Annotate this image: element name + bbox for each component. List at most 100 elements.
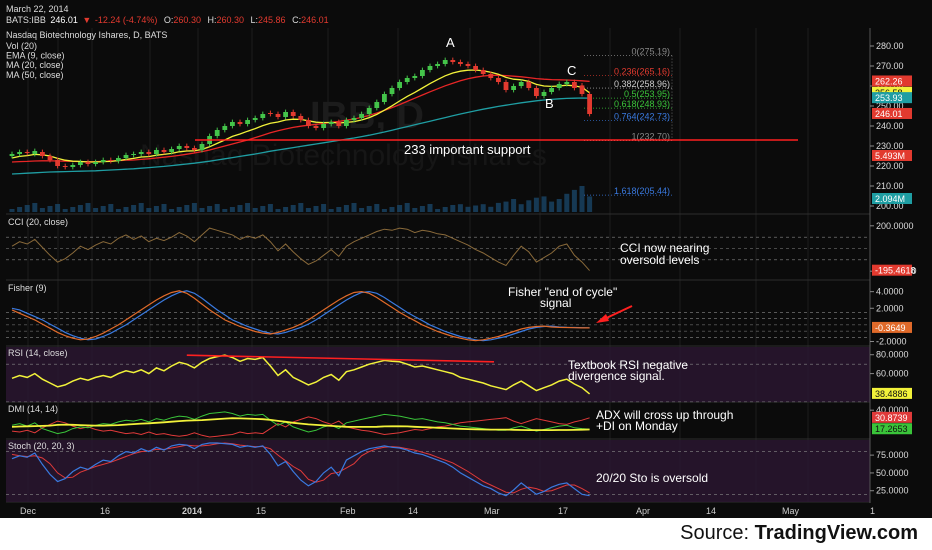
svg-text:BATS:IBB 246.01 ▼: BATS:IBB 246.01 ▼ -12.24 (-4.74%) O:260.…	[6, 15, 329, 25]
volume-bar	[214, 204, 220, 212]
candle-body	[442, 60, 448, 64]
candle-body	[328, 122, 334, 124]
candle-body	[427, 66, 433, 70]
candle-body	[169, 149, 174, 152]
volume-bar	[435, 209, 441, 212]
cci-line	[11, 227, 590, 271]
price-tick-label: 220.00	[876, 161, 904, 171]
volume-bar	[442, 207, 448, 212]
footer	[0, 518, 932, 550]
candle-body	[526, 82, 532, 88]
candle-body	[184, 146, 190, 148]
volume-bar	[138, 203, 144, 212]
dmi-annotation-1: +DI on Monday	[596, 419, 678, 433]
price-tick-label: 210.00	[876, 181, 904, 191]
candle-body	[40, 152, 45, 156]
fisher-trigger-line	[11, 290, 590, 342]
volume-bar	[305, 208, 311, 212]
time-tick-label: Apr	[636, 506, 650, 516]
low-value: 245.86	[258, 15, 286, 25]
candle-body	[176, 146, 182, 149]
pane-title: Stoch (20, 20, 3)	[8, 441, 75, 451]
time-tick-label: 15	[256, 506, 266, 516]
candle-body	[161, 150, 167, 152]
volume-bar	[70, 207, 76, 212]
candle-body	[138, 152, 144, 154]
chart-background	[0, 0, 932, 518]
volume-bar	[549, 201, 555, 212]
volume-bar	[108, 204, 114, 212]
candle-body	[503, 82, 509, 90]
candle-body	[275, 114, 281, 117]
candle-body	[290, 112, 296, 116]
volume-bar	[62, 209, 68, 212]
volume-bar	[495, 202, 501, 212]
price-badge-0-bg	[872, 75, 912, 87]
candle-body	[313, 126, 319, 128]
open-value: 260.30	[173, 15, 201, 25]
fib-label-2: 0.382(258.96)	[614, 79, 670, 89]
volume-bar	[146, 208, 152, 212]
rsi-line	[11, 354, 591, 395]
pane-tick-label: 25.0000	[876, 486, 909, 496]
volume-bar	[488, 206, 494, 212]
candle-body	[9, 154, 15, 156]
volume-bar	[283, 207, 289, 212]
pane-shading	[6, 440, 870, 502]
close-value: 246.01	[301, 15, 329, 25]
last-price: 246.01	[50, 15, 78, 25]
volume-bar	[39, 208, 45, 212]
pane-title: Fisher (9)	[8, 283, 47, 293]
open-label: O:	[164, 15, 174, 25]
pane-stoch: Stoch (20, 20, 3) 20/20 Sto is oversold	[6, 440, 870, 502]
price-badge-5: 2.094M	[875, 194, 905, 204]
candle-body	[283, 112, 288, 117]
volume-bar	[465, 206, 471, 212]
volume-bar	[47, 206, 53, 212]
candle-body	[298, 116, 304, 120]
wave-label-c: C	[567, 63, 576, 78]
fisher-badge: -0.3649	[875, 323, 906, 333]
fib-label-1: 0.236(265.16)	[614, 67, 670, 77]
dmi-badge-1: 17.2653	[875, 424, 908, 434]
price-badge-2: 253.93	[875, 93, 903, 103]
symbol: BATS:IBB	[6, 15, 46, 25]
ma50-line	[11, 97, 590, 175]
volume-bar	[93, 208, 99, 212]
candle-body	[222, 126, 228, 130]
candle-body	[85, 162, 91, 164]
volume-bar	[450, 205, 456, 212]
volume-bar	[100, 206, 106, 212]
candle-body	[237, 122, 243, 124]
volume-bar	[503, 201, 509, 212]
price-badge-5-bg	[872, 193, 912, 204]
volume-bar	[24, 205, 30, 212]
stoch-annotation-0: 20/20 Sto is oversold	[596, 471, 708, 485]
pane-rsi: RSI (14, close) Textbook RSI negativedive…	[6, 347, 870, 403]
volume-bar	[511, 199, 517, 212]
volume-bar	[77, 205, 83, 212]
fib-label-6: 1(232.70)	[631, 132, 670, 142]
candle-body	[268, 113, 273, 114]
volume-bar	[533, 197, 539, 212]
pane-tick-label: 40.0000	[876, 405, 909, 415]
time-tick-label: 1	[870, 506, 875, 516]
volume-bar	[457, 204, 463, 212]
candle-body	[55, 160, 60, 166]
volume-bar	[564, 193, 570, 212]
price-tick-label: 280.00	[876, 41, 904, 51]
time-tick-label: 17	[558, 506, 568, 516]
volume-bar	[123, 207, 129, 212]
candle-body	[389, 88, 395, 94]
volume-bar	[275, 209, 281, 212]
candle-body	[579, 85, 585, 94]
volume-bar	[526, 200, 532, 212]
date-label: March 22, 2014	[6, 4, 69, 14]
volume-bar	[343, 205, 349, 212]
source-name: TradingView.com	[754, 522, 918, 544]
main-legend: Nasdaq Biotechnology Ishares, D, BATSVol…	[6, 30, 167, 80]
volume-bar	[359, 208, 365, 212]
low-label: L:	[251, 15, 259, 25]
